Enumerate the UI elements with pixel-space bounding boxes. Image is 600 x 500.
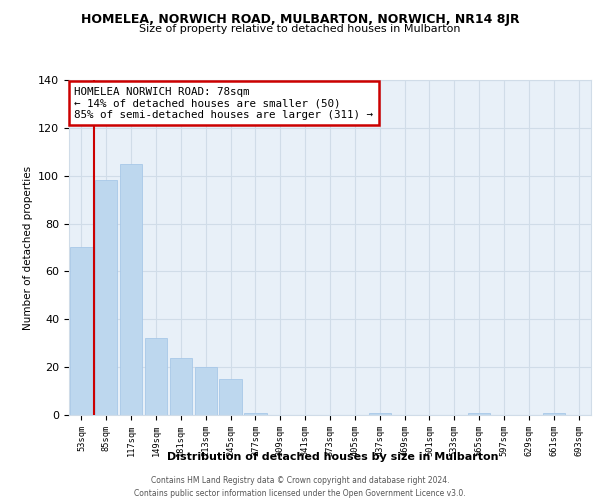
Text: Contains HM Land Registry data © Crown copyright and database right 2024.
Contai: Contains HM Land Registry data © Crown c… — [134, 476, 466, 498]
Bar — [70, 248, 92, 415]
Text: Distribution of detached houses by size in Mulbarton: Distribution of detached houses by size … — [167, 452, 499, 462]
Bar — [244, 412, 266, 415]
Bar — [95, 180, 118, 415]
Bar — [220, 379, 242, 415]
Bar — [120, 164, 142, 415]
Bar — [170, 358, 192, 415]
Bar — [194, 367, 217, 415]
Bar — [542, 412, 565, 415]
Y-axis label: Number of detached properties: Number of detached properties — [23, 166, 32, 330]
Text: Size of property relative to detached houses in Mulbarton: Size of property relative to detached ho… — [139, 24, 461, 34]
Text: HOMELEA NORWICH ROAD: 78sqm
← 14% of detached houses are smaller (50)
85% of sem: HOMELEA NORWICH ROAD: 78sqm ← 14% of det… — [74, 86, 373, 120]
Bar — [145, 338, 167, 415]
Bar — [468, 412, 490, 415]
Text: HOMELEA, NORWICH ROAD, MULBARTON, NORWICH, NR14 8JR: HOMELEA, NORWICH ROAD, MULBARTON, NORWIC… — [80, 12, 520, 26]
Bar — [368, 412, 391, 415]
